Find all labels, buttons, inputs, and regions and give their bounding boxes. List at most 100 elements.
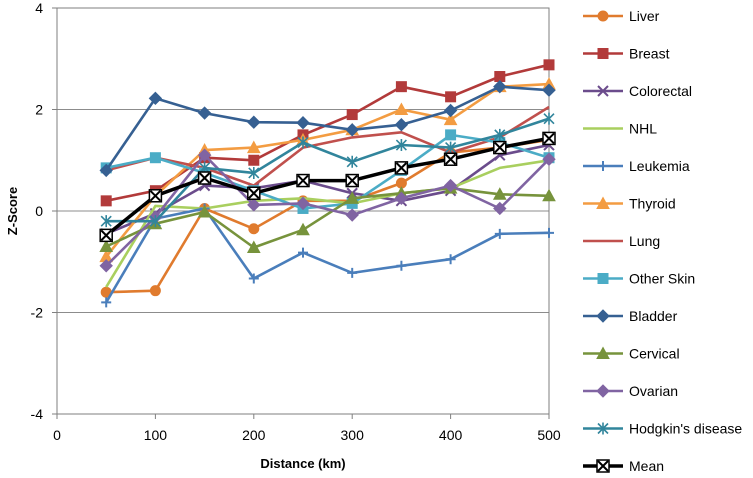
point-leukemia (396, 260, 407, 271)
series-hodgkin-s-disease (100, 112, 555, 228)
point-mean-cross (297, 174, 309, 187)
series-lines (99, 59, 556, 308)
point-other-skin (445, 129, 457, 141)
point-mean-cross (494, 141, 506, 154)
series-bladder (99, 79, 556, 178)
legend-marker-breast (597, 48, 609, 59)
legend-item-colorectal: Colorectal (583, 83, 692, 99)
point-bladder (394, 118, 409, 132)
series-line-bladder (105, 85, 550, 172)
x-tick-label: 300 (341, 427, 365, 443)
series-line-hodgkin-s-disease (106, 117, 550, 223)
series-ovarian (99, 148, 556, 273)
point-mean (197, 171, 212, 185)
point-mean (148, 189, 163, 203)
y-axis-ticks: -4 -2 0 2 4 (31, 0, 57, 422)
point-breast (395, 81, 407, 93)
point-bladder (296, 115, 310, 130)
point-mean (247, 186, 261, 200)
series-line-leukemia (105, 207, 550, 304)
point-breast (248, 154, 260, 166)
point-mean (345, 173, 359, 188)
point-leukemia (445, 254, 456, 265)
point-mean (542, 131, 556, 146)
series-line-nhl (105, 159, 550, 288)
point-mean-cross (149, 190, 162, 202)
point-leukemia (298, 247, 308, 258)
point-cervical (345, 191, 360, 204)
legend-label-breast: Breast (629, 46, 670, 62)
point-thyroid (394, 102, 409, 115)
x-tick-label: 100 (144, 427, 168, 443)
legend-item-bladder: Bladder (583, 308, 678, 324)
series-nhl (105, 159, 550, 288)
point-mean-cross (346, 174, 358, 187)
x-tick-label: 500 (537, 427, 561, 443)
point-ovarian (394, 191, 409, 206)
legend-item-leukemia: Leukemia (583, 158, 690, 174)
point-ovarian (345, 208, 359, 222)
point-leukemia (494, 228, 505, 239)
series-thyroid (99, 77, 556, 263)
point-cervical (197, 204, 212, 218)
point-cervical (542, 188, 556, 202)
legend-label-thyroid: Thyroid (629, 196, 676, 212)
series-leukemia (101, 203, 554, 308)
point-liver (149, 285, 161, 297)
point-hodgkin-s-disease (100, 215, 112, 228)
point-cervical (246, 240, 261, 254)
legend-label-nhl: NHL (629, 121, 657, 137)
point-breast (543, 59, 555, 71)
legend-item-hodgkin-s-disease: Hodgkin's disease (583, 421, 742, 437)
legend-item-mean: Mean (583, 458, 664, 474)
point-ovarian (542, 152, 556, 166)
legend-marker-thyroid (596, 196, 610, 209)
x-axis-ticks: 0 100 200 300 400 500 (53, 414, 561, 443)
y-tick-label: -2 (31, 305, 44, 321)
legend-label-mean: Mean (629, 458, 664, 474)
point-breast (100, 195, 112, 207)
point-leukemia (544, 227, 554, 238)
point-bladder (345, 123, 359, 137)
legend-label-cervical: Cervical (629, 346, 680, 362)
legend-label-lung: Lung (629, 233, 660, 249)
series-mean (99, 131, 556, 243)
legend-marker-bladder (596, 309, 610, 323)
point-leukemia (347, 267, 358, 278)
point-mean-cross (100, 229, 112, 242)
point-bladder (493, 79, 507, 94)
series-lung (105, 105, 550, 187)
legend-marker-hodgkin-s-disease (597, 422, 609, 435)
legend-label-ovarian: Ovarian (629, 383, 678, 399)
y-tick-label: 0 (35, 203, 43, 219)
point-cervical (99, 239, 114, 253)
y-axis-title: Z-Score (5, 187, 20, 235)
legend-item-thyroid: Thyroid (583, 196, 676, 212)
point-bladder (443, 103, 458, 118)
point-hodgkin-s-disease (395, 139, 407, 152)
point-thyroid (443, 112, 458, 126)
point-mean (99, 228, 113, 243)
legend-item-other-skin: Other Skin (583, 271, 695, 287)
legend: Liver Breast Colorectal NHL Leukemia Thyroid L… (583, 8, 742, 474)
legend-marker-colorectal (597, 85, 609, 97)
legend-label-bladder: Bladder (629, 308, 678, 324)
point-mean-cross (543, 132, 555, 145)
legend-label-liver: Liver (629, 8, 660, 24)
y-tick-label: -4 (31, 406, 44, 422)
point-hodgkin-s-disease (149, 215, 161, 228)
point-cervical (492, 187, 507, 200)
point-mean-cross (444, 153, 457, 165)
x-tick-label: 0 (53, 427, 61, 443)
point-mean (443, 152, 458, 166)
legend-item-breast: Breast (583, 46, 670, 62)
legend-label-hodgkin-s-disease: Hodgkin's disease (629, 421, 742, 437)
point-ovarian (443, 178, 458, 193)
point-leukemia (248, 273, 259, 284)
legend-label-other-skin: Other Skin (629, 271, 695, 287)
y-tick-label: 2 (35, 102, 43, 118)
series-line-colorectal (105, 143, 550, 236)
point-bladder (148, 91, 163, 106)
point-mean-cross (395, 162, 408, 174)
